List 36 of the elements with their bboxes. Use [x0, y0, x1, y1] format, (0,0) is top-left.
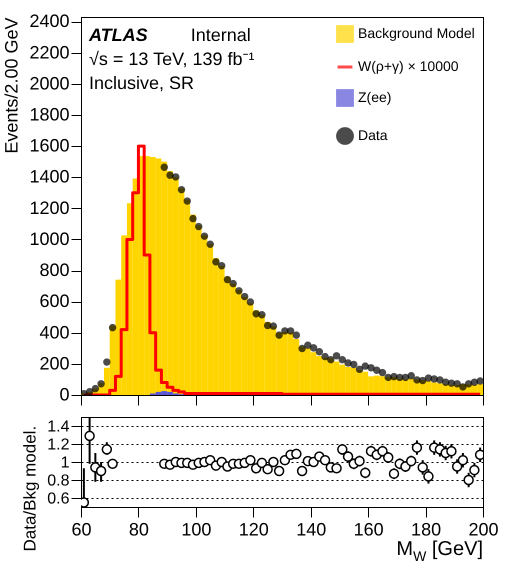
x-tick-label: 100: [181, 520, 212, 540]
y-tick-label: 0: [59, 384, 70, 404]
y-tick-label: 1000: [29, 228, 70, 249]
x-tick-label: 80: [128, 520, 149, 540]
x-tick-label: 60: [71, 520, 92, 540]
y-tick-label: 2400: [29, 11, 70, 32]
x-tick-label: 200: [468, 520, 499, 540]
y-tick-label: 1600: [29, 136, 70, 156]
y-tick-label: 400: [39, 322, 70, 342]
y-tick-label: 0.6: [47, 490, 70, 508]
y-tick-label: 1400: [29, 166, 70, 187]
y-axis-title: Events/2.00 GeV: [1, 18, 22, 154]
y-tick-label: 1.4: [47, 418, 70, 436]
y-tick-label: 1200: [29, 198, 70, 218]
x-tick-label: 140: [296, 520, 326, 540]
y-tick-label: 1800: [29, 104, 70, 124]
y-tick-label: 0.8: [47, 472, 70, 490]
legend-label: Data: [358, 127, 388, 143]
x-tick-label: 180: [411, 520, 442, 540]
y-tick-label: 600: [39, 291, 70, 312]
x-tick-label: 160: [354, 520, 384, 540]
legend-label: Z(ee): [358, 89, 392, 105]
y-tick-label: 800: [39, 260, 70, 280]
y-tick-label: 2200: [29, 42, 70, 62]
legend-label: Background Model: [358, 25, 475, 41]
y-tick-label: 1: [60, 454, 70, 472]
annotation: Internal: [190, 25, 251, 45]
y-tick-label: 2000: [29, 73, 70, 94]
annotation: √s = 13 TeV, 139 fb⁻¹: [89, 49, 254, 69]
y-tick-label: 200: [39, 353, 70, 374]
annotation: ATLAS: [88, 25, 148, 45]
y-tick-label: 1.2: [47, 436, 70, 454]
y-axis-title: Data/Bkg model.: [20, 426, 40, 552]
x-tick-label: 120: [238, 520, 269, 540]
legend-label: W(ρ+γ) × 10000: [358, 58, 459, 74]
annotation: Inclusive, SR: [89, 73, 194, 93]
